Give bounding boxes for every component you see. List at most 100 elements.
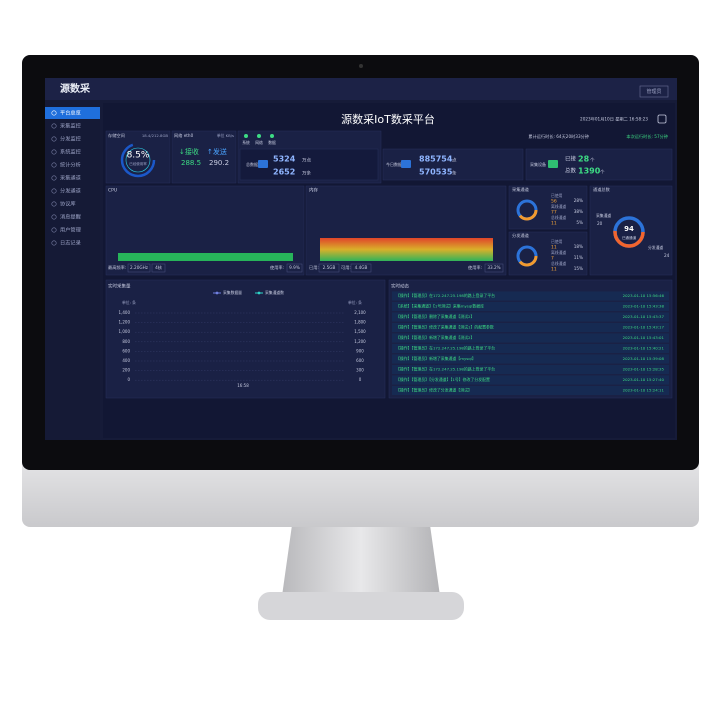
memory-area — [320, 238, 493, 261]
channel-row-name: 离线通道 — [551, 250, 566, 255]
today-icon — [401, 160, 411, 168]
left-unit: 单位: 条 — [122, 300, 136, 305]
network-label: 网络 eth0 — [174, 132, 194, 139]
log-text: 【操作】【管理员】删除了采集通道【测试2】 — [396, 314, 474, 319]
channel-row-count: 77 — [551, 210, 557, 216]
right-tick-label: 1,800 — [354, 320, 366, 325]
right-tick-label: 600 — [356, 358, 364, 363]
menu-item[interactable]: 用户管理 — [60, 226, 82, 234]
menu-item[interactable]: 日志记录 — [60, 239, 81, 247]
memory-usage-label: 使用率: — [468, 264, 482, 271]
log-row — [392, 365, 669, 374]
menu-item[interactable]: 采集通道 — [60, 174, 81, 182]
legend-dot — [215, 291, 219, 295]
channel-row-count: 11 — [551, 267, 557, 273]
channel-row-percent: 18% — [574, 244, 583, 249]
log-time: 2023-01-10 15:43:17 — [623, 325, 665, 330]
log-label: 实时动态 — [391, 283, 409, 290]
log-text: 【操作】【管理员】修改了采集通道【测试1】的配置参数 — [396, 325, 494, 330]
log-text: 【操作】【管理员】在172.247.25.198的路上登录了平台 — [396, 367, 495, 372]
menu-item[interactable]: 消息提醒 — [60, 213, 81, 221]
menu-item[interactable]: 平台总览 — [60, 109, 81, 117]
status-dot — [270, 134, 274, 138]
menu-icon — [51, 110, 57, 116]
devices-label: 采集设备 — [530, 161, 546, 167]
menu-item[interactable]: 协议库 — [60, 200, 76, 208]
channel-donut-arc — [516, 245, 538, 267]
channel-row-percent: 5% — [576, 220, 583, 225]
channel-row-name: 总线通道 — [551, 261, 566, 266]
send-label: ↑发送 — [207, 147, 227, 156]
menu-item[interactable]: 分发通道 — [60, 187, 81, 195]
devices-connected: 28 — [578, 155, 590, 164]
status-dot — [257, 134, 261, 138]
left-tick-label: 1,000 — [119, 329, 131, 334]
user-button-label: 管理员 — [646, 88, 661, 95]
log-time: 2023-01-10 15:28:35 — [623, 367, 665, 372]
network-panel — [171, 130, 237, 184]
menu-icon — [51, 227, 57, 233]
cpu-cores: 4核 — [155, 264, 163, 271]
realtime-label: 实时采集量 — [108, 283, 131, 290]
memory-used-label: 已用: — [309, 265, 319, 271]
totals-records: 2652 — [273, 168, 295, 177]
channel-donut-arc — [516, 199, 538, 221]
log-text: 【操作】【管理员】【分发通道】【1号】修改了分发配置 — [396, 377, 490, 382]
totals-points-unit: 万点 — [302, 158, 311, 164]
storage-label: 存储空间 — [108, 132, 125, 139]
datetime: 2023年01月10日 星期二 16:58:23 — [580, 116, 648, 123]
log-time: 2023-01-10 15:43:01 — [623, 335, 665, 340]
log-row — [392, 333, 669, 343]
log-text: 【操作】【管理员】在172.247.25.198的路上登录了平台 — [396, 346, 495, 351]
left-tick-label: 400 — [122, 358, 130, 363]
legend-label: 采集通道数 — [265, 290, 284, 295]
channel-label: 采集通道 — [512, 186, 530, 193]
network-unit: 单位 KB/s — [217, 133, 234, 138]
log-time: 2023-01-10 15:24:11 — [623, 388, 665, 393]
menu-item[interactable]: 采集监控 — [60, 122, 81, 130]
channel-row-percent: 28% — [574, 198, 583, 203]
menu-item[interactable]: 统计分析 — [60, 161, 81, 169]
collect-label: 采集通道 — [596, 213, 611, 218]
right-tick-label: 1,200 — [354, 339, 366, 344]
menu-icon — [51, 149, 57, 155]
log-time: 2023-01-10 15:40:21 — [623, 346, 665, 351]
cpu-panel — [105, 185, 305, 276]
dist-count: 24 — [664, 253, 670, 258]
devices-icon — [548, 160, 558, 168]
user-button[interactable] — [639, 85, 669, 98]
menu-icon — [51, 240, 57, 246]
menu-item[interactable]: 系统监控 — [60, 148, 81, 156]
menu-icon — [51, 188, 57, 194]
logo: 源数采 — [60, 82, 90, 95]
value-box — [286, 263, 303, 273]
today-label: 今日数据 — [386, 161, 402, 167]
receive-value: 288.5 — [181, 159, 201, 167]
monitor-chin — [22, 455, 699, 527]
menu-item[interactable]: 分发监控 — [60, 135, 81, 143]
channel-total-label: 通道总数 — [593, 186, 611, 193]
right-unit: 单位: 条 — [348, 300, 362, 305]
dist-label: 分发通道 — [648, 245, 663, 250]
channel-row-percent: 15% — [574, 266, 583, 271]
right-tick-label: 1,500 — [354, 329, 366, 334]
log-text: 【操作】【管理员】修改了分发通道【测试】 — [396, 388, 472, 393]
totals-icon — [258, 160, 268, 168]
log-time: 2023-01-10 15:27:40 — [623, 377, 665, 382]
channel-total-caption: 已通通道 — [622, 235, 637, 240]
channel-row-name: 已使用 — [551, 239, 563, 244]
memory-usage: 33.2% — [487, 265, 500, 270]
log-time: 2023-01-10 15:56:46 — [623, 293, 665, 298]
cpu-freq-label: 最高频率: — [108, 264, 126, 271]
channel-row-percent: 38% — [574, 209, 583, 214]
value-box — [151, 263, 166, 273]
cpu-usage: 9.9% — [289, 265, 300, 270]
memory-used: 2.5GB — [323, 265, 336, 270]
log-row — [392, 302, 669, 311]
devices-total: 1390 — [578, 167, 601, 176]
channel-row-count: 7 — [551, 256, 554, 262]
stand-neck — [282, 525, 440, 596]
cpu-area — [118, 253, 293, 261]
settings-icon[interactable] — [657, 114, 667, 124]
send-value: 290.2 — [209, 159, 229, 167]
